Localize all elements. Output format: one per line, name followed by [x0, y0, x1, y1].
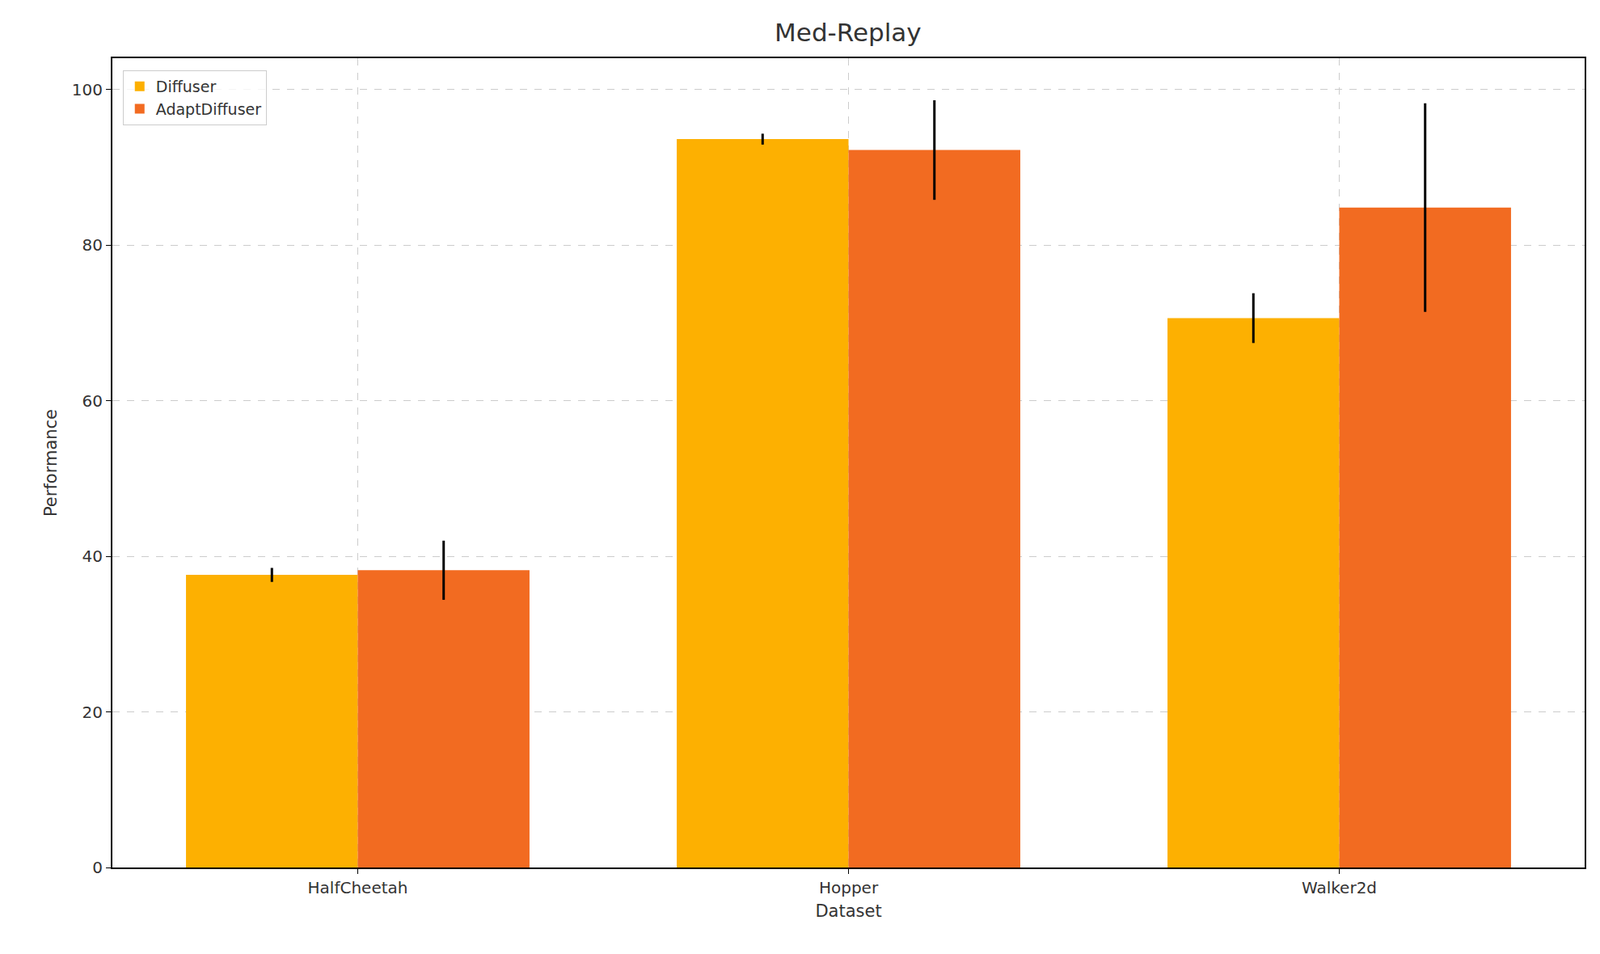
svg-text:Walker2d: Walker2d	[1301, 878, 1377, 898]
svg-text:Dataset: Dataset	[814, 901, 882, 921]
svg-text:Diffuser: Diffuser	[156, 77, 217, 96]
svg-text:AdaptDiffuser: AdaptDiffuser	[156, 100, 262, 119]
svg-text:HalfCheetah: HalfCheetah	[308, 878, 409, 898]
svg-text:60: 60	[82, 391, 103, 411]
svg-text:Hopper: Hopper	[818, 878, 879, 898]
svg-text:100: 100	[71, 80, 103, 100]
svg-text:Performance: Performance	[41, 409, 61, 517]
svg-text:0: 0	[92, 857, 103, 878]
svg-text:80: 80	[82, 235, 103, 255]
svg-text:20: 20	[82, 702, 103, 722]
svg-text:40: 40	[82, 546, 103, 566]
svg-text:Med-Replay: Med-Replay	[774, 17, 922, 47]
